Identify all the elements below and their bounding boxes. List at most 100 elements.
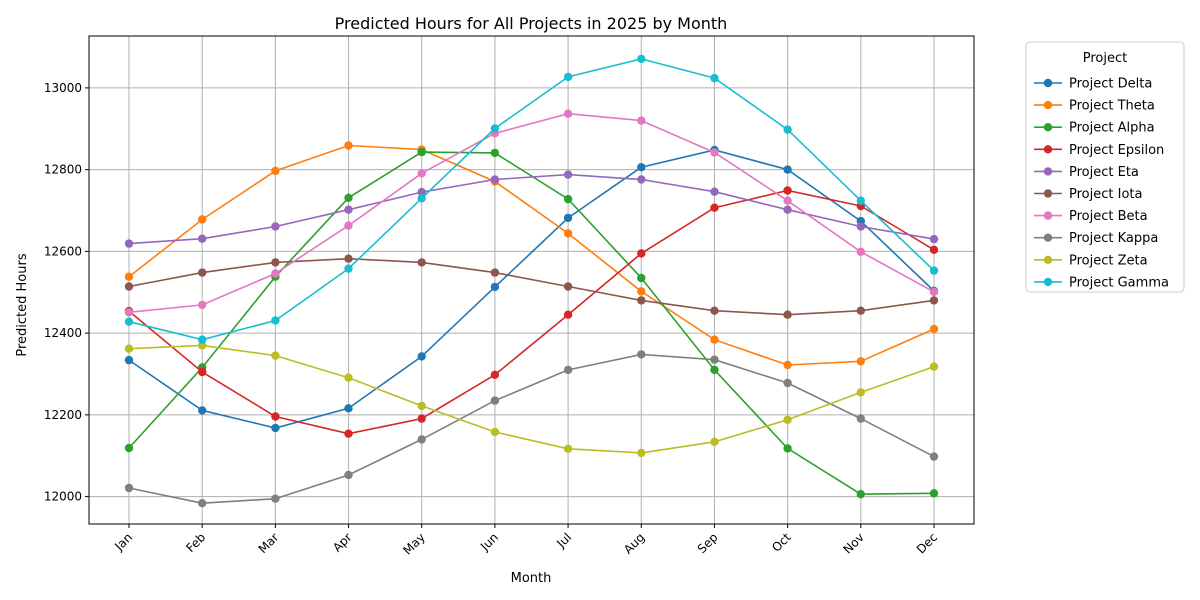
chart-title: Predicted Hours for All Projects in 2025… [335,14,728,33]
data-point-project-iota [490,268,500,277]
series-line-project-alpha [128,151,935,496]
legend-title: Project [1083,51,1127,66]
data-point-project-iota [344,254,353,263]
data-point-project-theta [124,272,134,281]
data-point-project-beta [710,148,719,157]
series-line-project-epsilon [128,189,935,435]
data-point-project-kappa [563,365,573,375]
legend-swatch-marker [1043,255,1053,264]
data-point-project-eta [856,222,865,231]
y-tick-label: 13000 [44,81,82,95]
data-point-project-eta [929,234,939,244]
data-point-project-zeta [344,373,353,382]
legend-swatch-marker [1043,123,1053,132]
legend-swatch-marker [1043,78,1053,88]
data-point-project-alpha [490,148,500,158]
data-point-project-iota [563,282,573,291]
data-point-project-zeta [124,344,134,353]
data-point-project-theta [710,335,719,344]
data-point-project-beta [563,109,573,118]
data-point-project-theta [856,357,865,366]
legend-item-project-zeta: Project Zeta [1034,253,1148,268]
series-project-eta [124,170,939,248]
x-axis-label: Month [511,571,552,586]
legend-swatch-marker [1043,100,1053,110]
data-point-project-iota [417,258,426,267]
data-point-project-alpha [856,490,865,499]
legend-swatch-marker [1043,211,1053,220]
data-point-project-theta [271,166,280,176]
data-point-project-beta [344,221,353,230]
data-point-project-kappa [124,483,134,493]
legend-item-project-epsilon: Project Epsilon [1034,143,1164,158]
data-point-project-theta [783,360,792,370]
data-point-project-epsilon [929,245,939,254]
legend-box [1025,41,1185,293]
y-axis: 12000 12200 12400 12600 12800 13000 [44,81,89,504]
legend-swatch-marker [1043,189,1053,198]
data-point-project-epsilon [490,370,500,379]
data-point-project-beta [856,247,865,256]
grid [89,36,974,524]
data-point-project-kappa [271,494,280,503]
series-project-alpha [124,147,939,499]
legend-label: Project Kappa [1069,231,1158,246]
legend-item-project-alpha: Project Alpha [1034,121,1155,136]
data-point-project-delta [417,352,426,361]
data-point-project-zeta [563,444,573,453]
legend-label: Project Delta [1069,77,1152,92]
data-point-project-zeta [490,427,500,437]
data-point-project-kappa [710,355,719,364]
y-tick-label: 12000 [44,490,82,504]
data-point-project-iota [929,296,939,305]
legend-label: Project Alpha [1069,121,1155,136]
data-point-project-theta [929,324,939,334]
data-point-project-beta [929,287,939,297]
data-point-project-iota [710,306,719,315]
series-project-beta [124,109,939,317]
data-point-project-beta [271,269,280,278]
data-point-project-beta [637,116,646,125]
data-point-project-epsilon [344,429,353,438]
data-point-project-epsilon [710,203,719,212]
data-point-project-iota [198,268,207,277]
legend-swatch-marker [1043,145,1053,154]
series-line-project-beta [128,112,935,314]
data-point-project-theta [198,215,207,224]
data-point-project-eta [490,175,500,184]
data-point-project-theta [344,141,353,150]
data-point-project-zeta [637,448,646,458]
data-point-project-theta [563,229,573,238]
data-point-project-gamma [490,124,500,133]
data-point-project-delta [124,355,134,365]
data-point-project-gamma [124,317,134,326]
series-line-project-delta [128,149,935,429]
data-point-project-gamma [198,335,207,344]
data-point-project-epsilon [783,186,792,195]
data-point-project-kappa [929,452,939,461]
y-tick-label: 12800 [44,163,82,177]
data-point-project-delta [271,423,280,433]
legend-label: Project Zeta [1069,253,1148,268]
series-line-project-zeta [128,344,935,454]
y-axis-label: Predicted Hours [15,253,30,356]
data-point-project-eta [198,234,207,243]
data-point-project-zeta [417,401,426,411]
series-line-project-theta [128,144,935,366]
data-point-project-kappa [490,396,500,405]
data-point-project-gamma [344,264,353,273]
legend-item-project-beta: Project Beta [1034,209,1148,224]
data-point-project-alpha [417,147,426,157]
data-point-project-eta [710,187,719,196]
data-point-project-beta [417,169,426,178]
data-point-project-delta [783,165,792,174]
y-tick-label: 12200 [44,408,82,422]
data-point-project-kappa [344,470,353,480]
data-point-project-eta [417,187,426,197]
data-point-project-kappa [198,499,207,508]
data-point-project-gamma [856,196,865,205]
series-project-kappa [124,350,939,508]
data-point-project-iota [271,258,280,267]
data-point-project-delta [637,163,646,172]
